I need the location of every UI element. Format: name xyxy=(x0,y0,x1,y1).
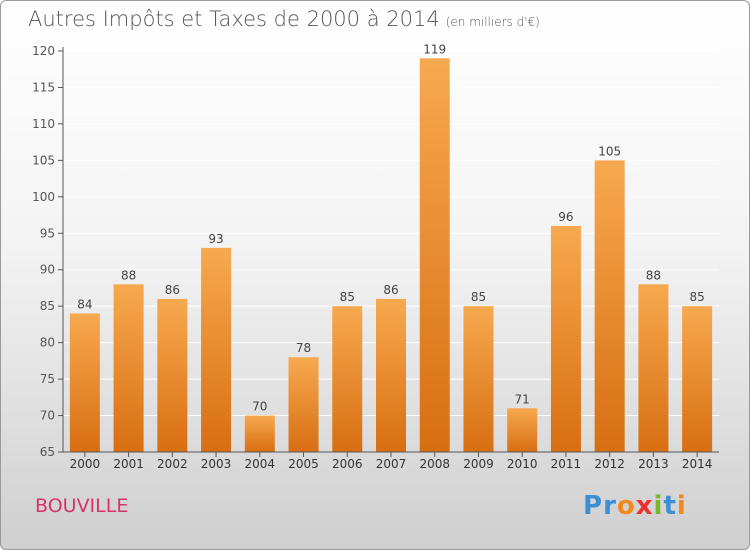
brand-letter: t xyxy=(663,491,677,521)
x-tick-label: 2003 xyxy=(201,457,232,471)
bar xyxy=(682,306,713,452)
chart-title-text: Autres Impôts et Taxes de 2000 à 2014 xyxy=(28,7,440,31)
y-tick-label: 75 xyxy=(40,372,55,386)
data-label: 88 xyxy=(121,268,136,282)
bar xyxy=(244,415,275,452)
data-label: 86 xyxy=(383,283,398,297)
x-tick-label: 2001 xyxy=(113,457,144,471)
data-labels: 84 88 86 93 70 78 85 86 119 85 71 96 105 88 85 xyxy=(77,42,705,413)
x-tick-label: 2013 xyxy=(638,457,669,471)
y-tick-label: 115 xyxy=(32,80,55,94)
data-label: 85 xyxy=(340,290,355,304)
bar xyxy=(157,298,188,452)
data-label: 85 xyxy=(689,290,704,304)
y-tick-label: 90 xyxy=(40,263,55,277)
x-tick-label: 2010 xyxy=(507,457,538,471)
x-tick-label: 2014 xyxy=(682,457,713,471)
data-label: 85 xyxy=(471,290,486,304)
bar xyxy=(376,298,406,452)
x-tick-label: 2011 xyxy=(551,457,582,471)
bar xyxy=(550,225,581,452)
y-tick-label: 65 xyxy=(40,445,55,459)
data-label: 86 xyxy=(165,283,180,297)
x-tick-label: 2000 xyxy=(70,457,101,471)
bar xyxy=(69,313,100,452)
x-tick-label: 2005 xyxy=(288,457,319,471)
x-tick-label: 2008 xyxy=(419,457,450,471)
y-tick-label: 120 xyxy=(32,44,55,58)
data-label: 71 xyxy=(515,392,530,406)
bar xyxy=(113,284,144,452)
bar xyxy=(419,58,450,453)
bar xyxy=(463,306,494,452)
data-label: 88 xyxy=(646,268,661,282)
brand-letter: i xyxy=(676,491,687,521)
y-tick-label: 95 xyxy=(40,226,55,240)
bar xyxy=(332,306,363,452)
chart-title-unit: (en milliers d'€) xyxy=(445,15,540,29)
city-name: BOUVILLE xyxy=(35,495,129,517)
chart-title: Autres Impôts et Taxes de 2000 à 2014 (en… xyxy=(28,7,540,31)
x-tick-label: 2004 xyxy=(245,457,276,471)
y-tick-label: 105 xyxy=(32,153,55,167)
data-label: 119 xyxy=(423,42,446,56)
y-tick-label: 110 xyxy=(32,117,55,131)
x-tick-label: 2012 xyxy=(594,457,625,471)
data-label: 70 xyxy=(252,400,267,414)
x-tick-label: 2006 xyxy=(332,457,363,471)
x-tick-label: 2009 xyxy=(463,457,494,471)
x-tick-label: 2002 xyxy=(157,457,188,471)
bar xyxy=(507,408,538,452)
data-label: 96 xyxy=(558,210,573,224)
brand-letter: P xyxy=(583,491,604,521)
data-label: 78 xyxy=(296,341,311,355)
bar xyxy=(201,247,232,452)
y-tick-label: 100 xyxy=(32,190,55,204)
bar xyxy=(594,160,625,452)
brand-letter: o xyxy=(616,491,636,521)
brand-letter: r xyxy=(603,491,617,521)
x-tick-label: 2007 xyxy=(376,457,407,471)
y-tick-label: 80 xyxy=(40,336,55,350)
bars xyxy=(69,58,713,453)
bar xyxy=(638,284,669,452)
y-tick-label: 70 xyxy=(40,409,55,423)
y-tick-label: 85 xyxy=(40,299,55,313)
bar xyxy=(288,357,319,452)
data-label: 93 xyxy=(208,232,223,246)
axes: 65 70 75 80 85 90 95 100 105 110 115 120 2000 2001 200… xyxy=(32,44,719,471)
proxiti-logo[interactable]: Proxiti xyxy=(583,491,687,521)
data-label: 84 xyxy=(77,297,92,311)
data-label: 105 xyxy=(598,144,621,158)
brand-letter: x xyxy=(635,491,654,521)
brand-letter: i xyxy=(653,491,664,521)
